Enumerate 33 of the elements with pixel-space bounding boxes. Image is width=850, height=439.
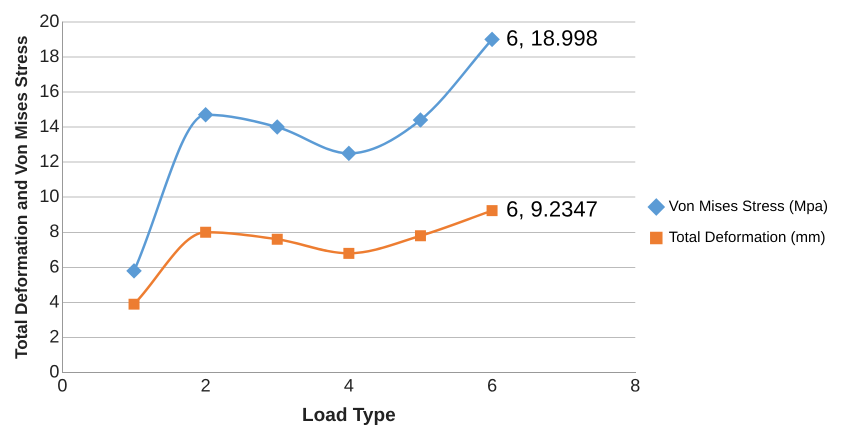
data-label: 6, 9.2347	[506, 196, 598, 222]
y-tick-label: 2	[49, 326, 60, 346]
legend-label: Total Deformation (mm)	[668, 229, 826, 246]
y-tick-label: 14	[39, 116, 60, 136]
point	[126, 264, 142, 278]
x-tick-label: 8	[630, 375, 640, 396]
legend-label: Von Mises Stress (Mpa)	[668, 198, 828, 216]
point	[198, 108, 213, 122]
x-axis-title: Load Type	[302, 404, 396, 426]
point	[414, 230, 426, 242]
point	[200, 226, 212, 238]
data-label: 6, 18.998	[506, 25, 598, 50]
y-tick-label: 4	[49, 291, 60, 312]
y-tick-label: 8	[49, 221, 60, 242]
y-tick-label: 18	[39, 46, 60, 66]
point	[270, 120, 284, 134]
y-tick-label: 10	[39, 186, 60, 206]
y-tick-label: 16	[39, 80, 60, 101]
y-tick-label: 20	[39, 10, 60, 31]
point	[343, 248, 354, 259]
y-tick-label: 6	[49, 256, 60, 276]
point	[272, 234, 283, 245]
point	[484, 32, 500, 47]
point	[128, 298, 140, 310]
point	[413, 112, 428, 128]
y-tick-label: 12	[39, 151, 60, 172]
x-tick-label: 6	[487, 375, 498, 396]
y-axis-title: Total Deformation and Von Mises Stress	[12, 36, 31, 359]
x-tick-label: 2	[200, 375, 211, 396]
x-tick-label: 4	[344, 375, 354, 396]
point	[342, 146, 356, 161]
y-tick-label: 0	[49, 362, 60, 382]
point	[486, 205, 498, 216]
